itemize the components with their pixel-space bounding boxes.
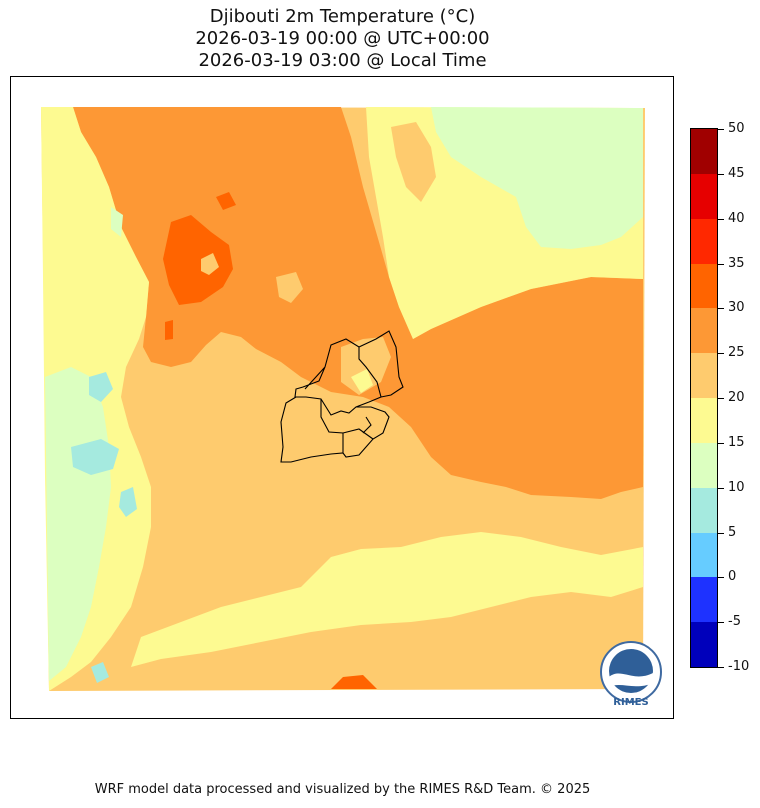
rimes-logo: RIMES [600,641,662,708]
map-panel: RIMES [10,76,674,719]
colorbar-segment [691,577,717,623]
attribution-footer: WRF model data processed and visualized … [94,782,591,797]
colorbar-tick [718,667,724,668]
contour-15-20-south [131,532,643,667]
contour-25-30-north [73,107,643,499]
colorbar-segment [691,532,717,578]
rimes-logo-text: RIMES [613,697,648,708]
colorbar-segment [691,218,717,264]
contour-5-10-patch-d [91,662,109,683]
colorbar-tick [718,398,724,399]
colorbar-tick-label: 45 [728,165,745,181]
colorbar-tick [718,487,724,489]
colorbar-segment [691,353,717,399]
colorbar-tick-label: -10 [728,659,750,674]
colorbar-tick-label: 25 [728,345,745,361]
contour-30-35-core [163,215,233,305]
colorbar-tick [718,263,724,265]
colorbar-segment [691,622,717,668]
colorbar-segment [691,173,717,220]
colorbar-tick-label: 40 [728,210,745,226]
colorbar-tick-label: 15 [728,434,745,450]
colorbar-tick-label: -5 [728,614,741,630]
contour-20-25-hole2 [201,253,219,275]
colorbar-tick [718,308,724,310]
colorbar-segment [691,398,717,444]
colorbar-tick-label: 10 [728,479,745,495]
contour-20-25-ne-patch [391,122,436,202]
contour-20-25-hole [276,272,303,303]
map-title: Djibouti 2m Temperature (°C) 2026-03-19 … [0,6,685,72]
colorbar-tick [718,442,724,444]
colorbar-segment [691,487,717,533]
title-line-variable: Djibouti 2m Temperature (°C) [209,6,476,27]
colorbar-tick [718,532,724,534]
temperature-colorbar [690,128,718,668]
colorbar-segment [691,308,717,354]
djibouti-border-outline [280,330,404,463]
colorbar-tick-label: 30 [728,300,745,316]
contour-30-35-spot [216,192,236,210]
colorbar-segment [691,263,717,309]
colorbar-tick [718,577,724,579]
title-line-local-time: 2026-03-19 03:00 @ Local Time [198,50,487,71]
colorbar-segment [691,129,717,175]
contour-30-35-small [165,320,173,340]
colorbar-tick-label: 0 [728,569,737,585]
contour-10-15-northeast [431,107,643,249]
colorbar-tick [718,353,724,355]
colorbar-tick [718,129,724,130]
contour-5-10-patch-c [119,487,137,517]
colorbar-tick-label: 50 [728,121,745,136]
temperature-contour-map: RIMES [41,107,662,708]
colorbar-tick-label: 5 [728,524,737,540]
contour-30-35-south [331,675,377,689]
contour-5-10-patch-a [89,372,113,402]
colorbar-tick [718,173,724,175]
colorbar-tick-label: 20 [728,390,745,405]
colorbar-tick [718,622,724,624]
contour-15-20-djibouti-spot [351,369,373,393]
contour-10-15-west-upper [111,207,123,237]
colorbar-tick [718,218,724,220]
contour-5-10-patch-b [71,439,119,475]
colorbar-tick-label: 35 [728,255,745,271]
title-line-utc-time: 2026-03-19 00:00 @ UTC+00:00 [195,28,490,49]
colorbar-segment [691,442,717,489]
djibouti-inner-border [362,416,372,434]
